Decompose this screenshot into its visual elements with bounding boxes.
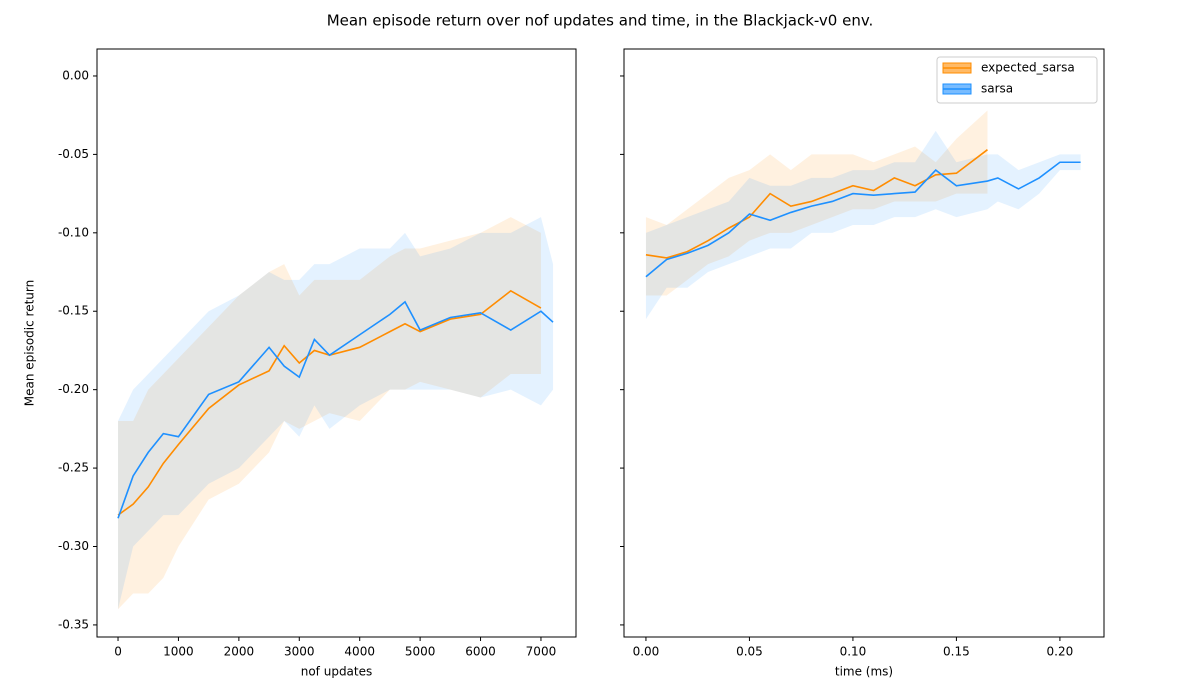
axes-frame bbox=[623, 48, 1105, 638]
x-tick-label: 6000 bbox=[465, 645, 496, 659]
legend-label: expected_sarsa bbox=[981, 61, 1075, 75]
y-tick-label: -0.05 bbox=[58, 147, 89, 161]
y-tick-label: -0.15 bbox=[58, 304, 89, 318]
y-axis-label: Mean episodic return bbox=[23, 280, 37, 407]
band bbox=[118, 217, 541, 610]
x-tick-label: 0.05 bbox=[736, 645, 763, 659]
y-tick-label: -0.25 bbox=[58, 461, 89, 475]
band bbox=[118, 217, 554, 610]
y-tick-label: -0.35 bbox=[58, 617, 89, 631]
x-axis-label: time (ms) bbox=[835, 665, 893, 679]
x-tick-label: 4000 bbox=[344, 645, 375, 659]
line bbox=[645, 161, 1081, 278]
x-tick-label: 2000 bbox=[224, 645, 255, 659]
legend-frame bbox=[936, 56, 1098, 104]
band bbox=[645, 130, 1081, 320]
x-tick-label: 0.00 bbox=[633, 645, 660, 659]
legend-label: sarsa bbox=[981, 82, 1013, 96]
axes-frame bbox=[96, 48, 577, 638]
x-axis-label: nof updates bbox=[301, 665, 373, 679]
axes: 0.00 0.05 0.10 0.15 0.20 time (ms) expected_sa… bbox=[620, 48, 1105, 679]
y-tick-label: -0.20 bbox=[58, 382, 89, 396]
band bbox=[645, 110, 988, 296]
line bbox=[117, 300, 554, 519]
y-tick-label: -0.10 bbox=[58, 225, 89, 239]
line bbox=[645, 149, 988, 259]
axes: 0 1000 2000 3000 4000 5000 6000 7000 0.00 -0.05 -0… bbox=[23, 48, 577, 679]
x-tick-label: 5000 bbox=[405, 645, 436, 659]
x-tick-label: 0.20 bbox=[1047, 645, 1074, 659]
y-tick-label: 0.00 bbox=[62, 68, 89, 82]
x-tick-label: 0 bbox=[114, 645, 122, 659]
y-tick-label: -0.30 bbox=[58, 539, 89, 553]
plot-area bbox=[645, 110, 1081, 320]
x-tick-label: 1000 bbox=[163, 645, 194, 659]
x-tick-label: 0.10 bbox=[840, 645, 867, 659]
x-tick-label: 3000 bbox=[284, 645, 315, 659]
plot-area bbox=[117, 217, 554, 610]
x-tick-label: 0.15 bbox=[943, 645, 970, 659]
figure-title: Mean episode return over nof updates and… bbox=[327, 12, 874, 30]
x-tick-label: 7000 bbox=[526, 645, 557, 659]
